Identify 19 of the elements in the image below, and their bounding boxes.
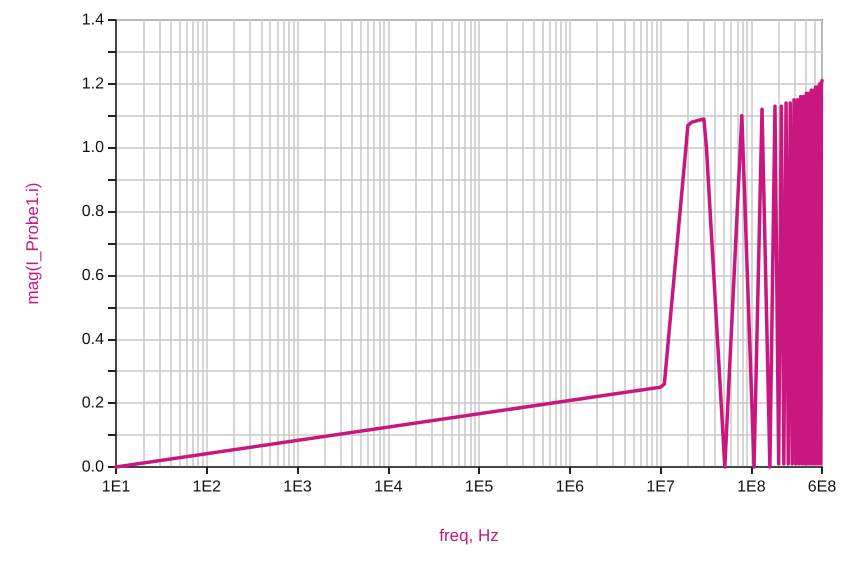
x-tick-label: 1E2: [192, 478, 222, 496]
y-tick-label: 1.0: [82, 139, 104, 156]
y-axis-title: mag(I_Probe1.i): [23, 182, 42, 304]
y-tick-label: 1.4: [82, 12, 104, 28]
y-tick-label: 1.2: [82, 75, 104, 92]
y-tick-label: 0.0: [82, 458, 104, 476]
x-tick-label: 1E7: [646, 478, 675, 496]
y-tick-label: 0.4: [82, 330, 104, 348]
y-tick-label: 0.8: [82, 203, 104, 220]
x-tick-label: 1E6: [556, 478, 584, 496]
x-tick-label: 1E5: [464, 478, 494, 496]
x-tick-label: 1E8: [737, 478, 766, 496]
x-tick-label: 1E4: [374, 478, 403, 496]
x-axis-title: freq, Hz: [439, 526, 499, 545]
y-tick-label: 0.2: [82, 394, 104, 412]
x-tick-label: 1E3: [283, 478, 312, 496]
x-tick-label: 6E8: [808, 478, 836, 496]
x-tick-label: 1E1: [102, 478, 130, 496]
y-tick-label: 0.6: [82, 266, 104, 284]
